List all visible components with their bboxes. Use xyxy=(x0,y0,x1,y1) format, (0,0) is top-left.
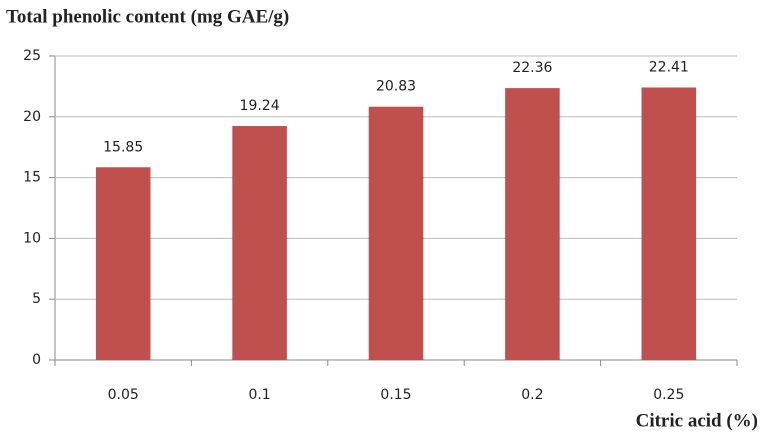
bar xyxy=(232,126,287,361)
y-tick-label: 20 xyxy=(23,109,41,125)
data-label: 22.41 xyxy=(649,59,689,75)
y-tick-label: 10 xyxy=(23,230,41,246)
chart-title: Total phenolic content (mg GAE/g) xyxy=(6,6,289,27)
bar xyxy=(505,88,560,360)
y-tick-label: 25 xyxy=(23,48,41,64)
y-tick-label: 0 xyxy=(32,352,41,368)
data-label: 20.83 xyxy=(376,79,416,95)
bar xyxy=(641,87,697,361)
y-tick-label: 15 xyxy=(23,170,41,186)
x-tick-label: 0.05 xyxy=(108,387,139,403)
data-label: 15.85 xyxy=(103,139,143,155)
bar xyxy=(368,106,424,360)
x-axis-label: Citric acid (%) xyxy=(636,410,758,431)
x-tick-label: 0.1 xyxy=(248,387,270,403)
data-label: 19.24 xyxy=(240,98,280,114)
x-tick-label: 0.25 xyxy=(653,387,684,403)
bar xyxy=(95,167,151,360)
x-tick-label: 0.15 xyxy=(380,387,411,403)
data-label: 22.36 xyxy=(512,60,552,76)
y-tick-label: 5 xyxy=(32,291,41,307)
x-tick-label: 0.2 xyxy=(521,387,543,403)
